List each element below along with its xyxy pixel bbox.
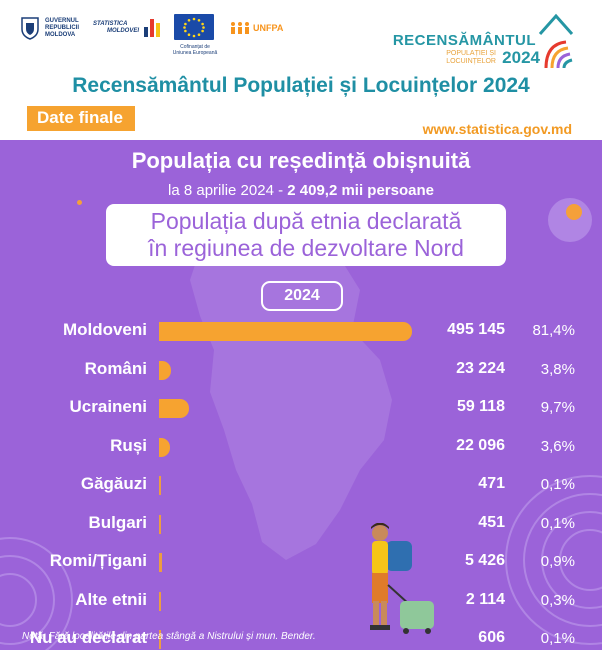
bar-value-4: 471 — [478, 475, 505, 492]
bar-label-1: Români — [84, 358, 147, 378]
bar-5 — [159, 514, 161, 534]
bar-percent-0: 81,4% — [532, 322, 575, 339]
eu-caption-1: Cofinanțat de — [180, 44, 210, 50]
recensamant-logo-year: 2024 — [502, 48, 540, 67]
bar-label-4: Găgăuzi — [80, 474, 147, 493]
website-link[interactable]: www.statistica.gov.md — [422, 121, 572, 137]
chart-title-box: Populația după etnia declarată în regiun… — [106, 204, 506, 266]
bar-label-8: Nu au declarat — [29, 628, 147, 647]
traveler-illustration — [370, 523, 434, 634]
bar-3 — [159, 437, 171, 457]
recensamant-logo-subtitle: POPULAȚIEI ȘI LOCUINȚELOR — [446, 50, 496, 66]
bar-1 — [159, 360, 171, 380]
stat-line1: STATISTICA — [93, 21, 128, 27]
content-panel: Populația cu reședință obișnuită la 8 ap… — [0, 140, 602, 650]
bar-2 — [159, 399, 190, 418]
unfpa-logo: UNFPA — [230, 21, 283, 35]
bar-value-2: 59 118 — [456, 398, 505, 415]
ethnicity-bar-chart: Moldoveni 495 145 81,4% Români 23 224 3,8% Ucr… — [0, 140, 602, 650]
decor-dot — [566, 204, 582, 220]
chart-title-line2: în regiunea de dezvoltare Nord — [148, 235, 464, 261]
unfpa-text: UNFPA — [253, 23, 284, 33]
eu-flag-icon — [174, 14, 215, 40]
year-pill: 2024 — [261, 281, 343, 311]
bar-8 — [159, 630, 161, 649]
final-data-badge: Date finale — [27, 106, 135, 131]
bar-label-3: Ruși — [110, 435, 147, 455]
recens-sub1: POPULAȚIEI ȘI — [446, 50, 496, 57]
bar-label-5: Bulgari — [88, 512, 147, 532]
unfpa-people-icon — [231, 22, 250, 34]
partner-logos: GUVERNUL REPUBLICII MOLDOVA STATISTICA M… — [20, 14, 283, 56]
stat-line2: MOLDOVEI — [107, 28, 140, 34]
bar-label-0: Moldoveni — [62, 320, 147, 339]
statistica-bars-icon — [144, 19, 161, 37]
recensamant-logo: RECENSĂMÂNTUL POPULAȚIEI ȘI LOCUINȚELOR … — [382, 10, 582, 70]
gov-line3: MOLDOVA — [45, 31, 76, 38]
bar-percent-2: 9,7% — [540, 399, 575, 416]
bar-label-2: Ucraineni — [69, 397, 147, 416]
bar-value-7: 2 114 — [465, 590, 505, 608]
coat-of-arms-icon — [21, 17, 39, 40]
bar-value-0: 495 145 — [447, 321, 505, 338]
bar-percent-3: 3,6% — [540, 437, 575, 455]
chart-title-line1: Populația după etnia declarată — [150, 208, 462, 234]
bar-value-6: 5 426 — [464, 552, 505, 569]
government-logo: GUVERNUL REPUBLICII MOLDOVA — [20, 16, 79, 40]
bar-value-5: 451 — [478, 513, 505, 531]
bar-percent-6: 0,9% — [540, 553, 575, 570]
population-headline: Populația cu reședință obișnuită — [131, 148, 471, 173]
gov-line2: REPUBLICII — [45, 24, 80, 31]
gov-line1: GUVERNUL — [45, 17, 79, 24]
bar-0 — [159, 322, 412, 341]
bar-4 — [159, 476, 161, 495]
bar-percent-1: 3,8% — [540, 360, 575, 378]
population-date: la 8 aprilie 2024 - 2 409,2 mii persoane — [0, 182, 602, 199]
decor-dot-small — [77, 200, 82, 205]
bar-label-6: Romi/Țigani — [49, 551, 147, 570]
eu-caption-2: Uniunea Europeană — [172, 50, 218, 56]
bar-percent-5: 0,1% — [540, 514, 575, 532]
page-title: Recensământul Populației și Locuințelor … — [72, 74, 530, 97]
bar-percent-4: 0,1% — [540, 476, 575, 493]
bar-value-1: 23 224 — [456, 359, 505, 377]
statistica-logo: STATISTICA MOLDOVEI — [93, 19, 161, 37]
recensamant-logo-title: RECENSĂMÂNTUL — [392, 32, 536, 49]
bar-percent-7: 0,3% — [540, 591, 575, 609]
bar-label-7: Alte etnii — [75, 589, 147, 609]
bar-percent-8: 0,1% — [540, 630, 575, 647]
eu-logo: Cofinanțat de Uniunea Europeană — [173, 14, 217, 56]
bar-7 — [159, 591, 161, 611]
bar-value-3: 22 096 — [456, 436, 505, 454]
population-total: 2 409,2 mii persoane — [287, 182, 434, 199]
bar-value-8: 606 — [478, 629, 505, 646]
bar-6 — [159, 553, 162, 572]
recens-sub2: LOCUINȚELOR — [446, 58, 496, 65]
population-date-text: la 8 aprilie 2024 - — [168, 182, 288, 199]
footnote: Notă: Fără localitățile din partea stâng… — [22, 631, 316, 642]
house-rainbow-icon — [538, 13, 574, 69]
